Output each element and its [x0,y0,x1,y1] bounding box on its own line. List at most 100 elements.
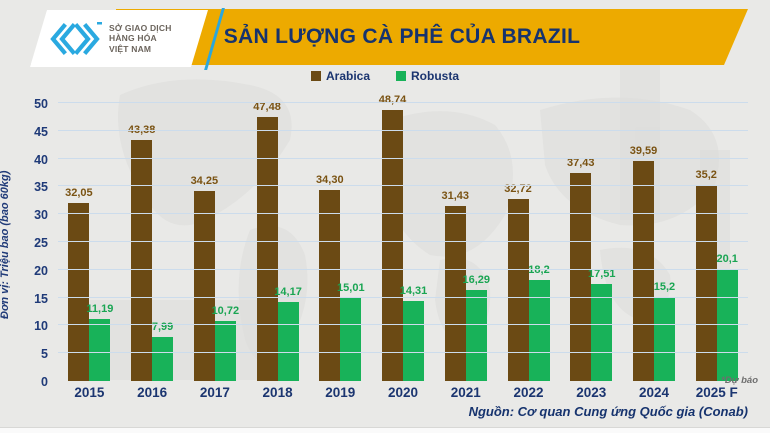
y-tick-label: 25 [34,236,48,250]
legend: Arabica Robusta [0,69,770,83]
bar-group-2018: 47,48 14,17 [246,101,309,381]
legend-label: Arabica [325,69,371,83]
y-tick-label: 35 [34,180,48,195]
y-tick-label: 5 [41,347,48,362]
arabica-value-label: 35,2 [695,169,717,182]
arabica-value-label: 47,48 [253,101,281,114]
arabica-value-label: 39,59 [629,144,658,157]
arabica-bar: 31,43 [442,190,469,381]
x-tick-label: 2024 [638,385,669,400]
bar-group-2016: 43,38 7,99 [121,103,184,381]
gridline [58,268,748,270]
robusta-bar: 11,19 [86,303,113,381]
y-tick-label: 45 [34,124,48,139]
robusta-value-label: 20,1 [716,253,738,266]
y-tick-label: 40 [34,152,48,167]
y-tick-label: 15 [34,291,48,306]
x-tick-label: 2021 [450,385,481,400]
arabica-value-label: 34,30 [316,174,344,187]
legend-item-robusta: Robusta [396,69,459,83]
gridline [58,157,748,159]
page-title: SẢN LƯỢNG CÀ PHÊ CỦA BRAZIL [223,25,581,48]
x-tick-label: 2023 [576,385,607,400]
legend-swatch [396,71,407,81]
x-tick-label: 2019 [325,385,356,400]
x-tick-label: 2020 [388,385,419,400]
robusta-value-label: 11,19 [86,302,114,315]
gridline [58,296,748,298]
robusta-bar: 7,99 [152,321,173,381]
arabica-bar: 43,38 [128,124,155,381]
source-attribution: Nguồn: Cơ quan Cung ứng Quốc gia (Conab) [468,404,748,419]
arabica-value-label: 32,05 [65,186,93,199]
arabica-value-label: 31,43 [441,190,470,203]
arabica-bar: 39,59 [630,145,657,381]
x-axis: 2015 2016 2017 2018 2019 2020 2021 2022 2023 2024… [58,385,748,400]
gridline [58,102,748,103]
y-tick-label: 10 [34,319,48,334]
x-tick-label: 2017 [199,385,230,400]
y-tick-label: 20 [34,263,48,278]
mxv-logo: SỞ GIAO DỊCH HÀNG HÓA VIỆT NAM [30,10,208,67]
robusta-value-label: 15,2 [653,280,676,293]
robusta-bar: 15,01 [337,282,365,381]
mxv-logo-text: SỞ GIAO DỊCH HÀNG HÓA VIỆT NAM [109,23,172,55]
x-tick-label: 2018 [262,385,293,400]
bar-group-2015: 32,05 11,19 [58,103,121,381]
bar-group-2021: 31,43 16,29 [434,103,497,381]
x-tick-label: 2016 [137,385,168,400]
gridline [58,129,748,131]
robusta-value-label: 16,29 [462,274,491,287]
arabica-bar: 47,48 [253,101,281,381]
robusta-value-label: 14,17 [274,286,302,299]
gridline [58,185,748,187]
robusta-value-label: 15,01 [337,281,365,294]
arabica-value-label: 48,74 [378,94,407,107]
y-axis: 0 5 10 15 20 25 30 35 40 45 50 [18,97,48,389]
arabica-value-label: 37,43 [566,156,595,169]
arabica-bar: 35,2 [695,169,717,381]
logo-line-3: VIỆT NAM [109,43,152,54]
gridline [58,241,748,242]
robusta-value-label: 10,72 [211,305,240,318]
bar-group-2022: 32,72 18,2 [497,103,560,381]
robusta-bar: 14,31 [400,285,427,381]
logo-line-2: HÀNG HÓA [109,33,157,44]
arabica-bar: 37,43 [567,157,595,381]
robusta-bar: 16,29 [463,274,490,381]
gridline [58,213,748,215]
robusta-value-label: 14,31 [399,285,428,298]
bar-group-2019: 34,30 15,01 [309,103,372,381]
legend-label: Robusta [411,69,460,83]
arabica-bar: 34,25 [191,175,218,381]
bar-group-2024: 39,59 15,2 [623,103,686,381]
y-tick-label: 30 [34,208,48,223]
robusta-bar: 14,17 [274,286,302,381]
robusta-bar: 18,2 [528,264,550,381]
y-tick-label: 0 [41,375,48,389]
bar-group-2017: 34,25 10,72 [183,103,246,381]
y-axis-title: Đơn vị: Triệu bao (bao 60kg) [0,170,11,320]
logo-line-1: SỞ GIAO DỊCH [109,22,172,33]
x-tick-label: 2022 [513,385,544,400]
bar-group-2025-f: 35,2 20,1 [685,103,748,381]
bottom-card-edge [0,427,770,433]
arabica-value-label: 34,25 [190,174,219,187]
x-tick-label: 2025 F [695,385,738,400]
arabica-bar: 32,72 [504,183,532,381]
gridline [58,352,748,354]
robusta-bar: 10,72 [212,305,239,381]
x-tick-label: 2015 [74,385,105,400]
bar-group-2020: 48,74 14,31 [372,94,435,381]
bar-groups: 32,05 11,19 43,38 7,99 34,25 10,72 47,48 14,17 3… [58,94,748,381]
title-banner: SẢN LƯỢNG CÀ PHÊ CỦA BRAZIL [116,9,748,65]
plot-area: 32,05 11,19 43,38 7,99 34,25 10,72 47,48 14,17 3… [58,94,748,381]
bar-group-2023: 37,43 17,51 [560,103,623,381]
mxv-logo-icon [50,18,102,60]
robusta-bar: 17,51 [588,268,616,381]
y-tick-label: 50 [34,97,48,111]
arabica-bar: 48,74 [379,94,406,381]
robusta-value-label: 7,99 [151,320,174,333]
legend-swatch [310,71,321,81]
